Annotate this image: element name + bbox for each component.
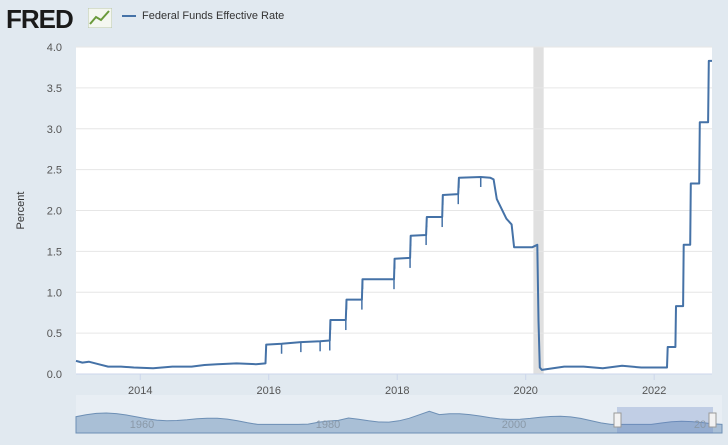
- navigator-label: 1980: [316, 419, 340, 431]
- y-axis-label: Percent: [15, 192, 27, 230]
- y-tick-label: 2.0: [47, 206, 62, 218]
- y-tick-label: 3.5: [47, 83, 62, 95]
- y-tick-label: 4.0: [47, 42, 62, 54]
- navigator-series: [75, 410, 723, 434]
- x-tick-label: 2018: [385, 385, 409, 397]
- navigator-label: 1960: [130, 419, 154, 431]
- y-tick-label: 0.0: [47, 369, 62, 381]
- legend[interactable]: Federal Funds Effective Rate: [122, 10, 284, 22]
- series-line: [75, 59, 712, 371]
- navigator-selection: [617, 407, 713, 433]
- fred-graph-icon: [88, 8, 112, 28]
- legend-swatch: [122, 15, 136, 17]
- x-tick-label: 2020: [513, 385, 537, 397]
- x-tick-label: 2016: [256, 385, 280, 397]
- y-tick-label: 0.5: [47, 328, 62, 340]
- y-tick-label: 1.5: [47, 246, 62, 258]
- x-tick-label: 2014: [128, 385, 152, 397]
- fred-logo[interactable]: FRED: [6, 4, 74, 34]
- y-tick-label: 3.0: [47, 124, 62, 136]
- x-tick-label: 2022: [642, 385, 666, 397]
- plot-area: 0.0 0.5 1.0 1.5 2.0 2.5 3.0 3.5 4.0 2014 2016 2018 2…: [15, 42, 723, 434]
- navigator-label: 20: [694, 419, 706, 431]
- navigator-handle[interactable]: [613, 412, 622, 428]
- legend-label: Federal Funds Effective Rate: [142, 10, 285, 22]
- y-tick-label: 2.5: [47, 165, 62, 177]
- navigator-label: 2000: [502, 419, 526, 431]
- y-tick-label: 1.0: [47, 287, 62, 299]
- navigator-handle[interactable]: [708, 412, 717, 428]
- chart-header: FRED Federal Funds Effective Rate: [0, 0, 728, 38]
